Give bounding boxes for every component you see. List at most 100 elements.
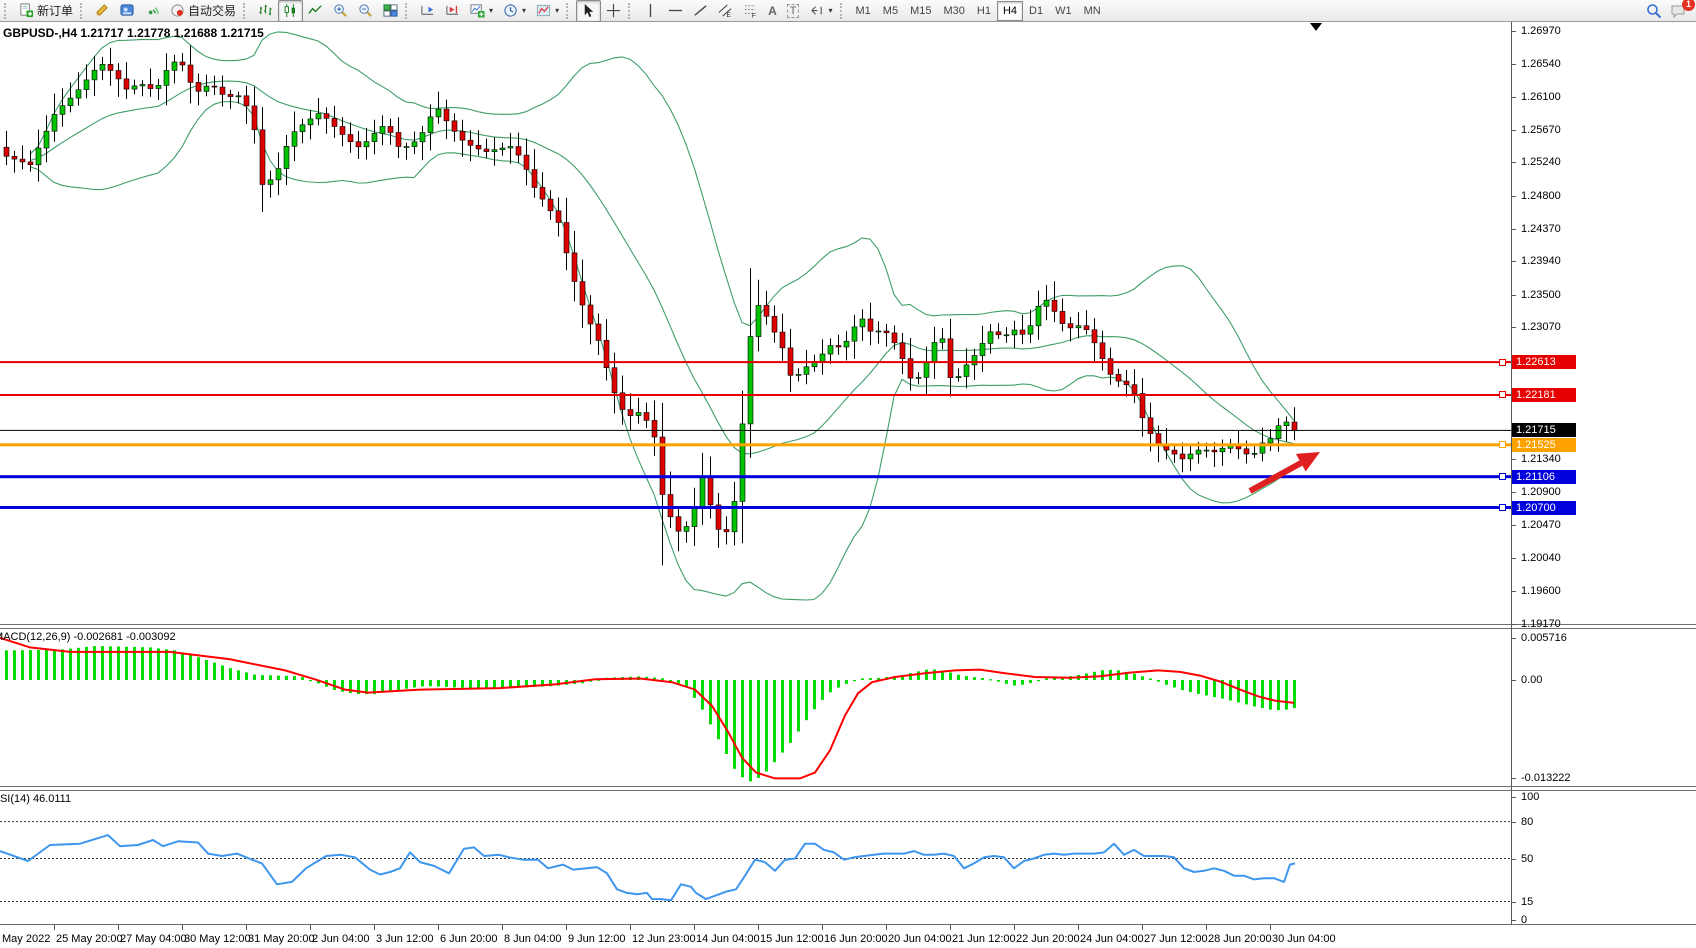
candle-body bbox=[387, 126, 394, 133]
macd-histogram-bar bbox=[365, 680, 368, 695]
quotes-button[interactable] bbox=[90, 0, 115, 22]
period-dropdown-arrow[interactable]: ▾ bbox=[522, 6, 527, 15]
vertical-line-tool-button[interactable] bbox=[638, 0, 663, 22]
search-icon[interactable] bbox=[1646, 3, 1662, 19]
resistance-line-2[interactable] bbox=[0, 394, 1511, 396]
macd-histogram-bar bbox=[213, 662, 216, 680]
label-tool-button[interactable]: T bbox=[782, 0, 805, 22]
market-depth-button[interactable] bbox=[115, 0, 140, 22]
macd-histogram-bar bbox=[93, 646, 96, 680]
chart-window[interactable]: GBPUSD-,H4 1.21717 1.21778 1.21688 1.217… bbox=[0, 22, 1696, 948]
candlestick-chart-icon bbox=[284, 3, 296, 18]
timeframe-button-W1[interactable]: W1 bbox=[1055, 4, 1072, 17]
pane-separator[interactable] bbox=[0, 786, 1696, 791]
macd-histogram-bar bbox=[1141, 676, 1144, 680]
trendline-tool-button[interactable] bbox=[688, 0, 713, 22]
timeframe-button-M1[interactable]: M1 bbox=[855, 4, 871, 17]
bid-price-line[interactable] bbox=[0, 429, 1511, 431]
candle-body bbox=[307, 118, 314, 126]
pivot-line-marker[interactable] bbox=[1499, 441, 1506, 448]
period-button[interactable]: ▾ bbox=[498, 0, 531, 22]
signals-button[interactable] bbox=[140, 0, 165, 22]
macd-histogram-bar bbox=[677, 680, 680, 684]
candle-body bbox=[1059, 311, 1066, 324]
time-tick-mark bbox=[438, 925, 439, 930]
candle-chart-mode-button[interactable] bbox=[278, 0, 304, 22]
zoom-in-button[interactable] bbox=[328, 0, 353, 22]
cursor-tool-button[interactable] bbox=[576, 0, 602, 22]
rsi-pane[interactable] bbox=[0, 789, 1511, 923]
notifications-button[interactable]: 1 bbox=[1670, 0, 1695, 19]
new-order-button[interactable]: 新订单 bbox=[14, 0, 78, 22]
macd-histogram-bar bbox=[1045, 678, 1048, 680]
fibonacci-tool-button[interactable]: F bbox=[738, 0, 763, 22]
chart-step-icon bbox=[421, 5, 434, 15]
arrows-tool-button[interactable]: ▾ bbox=[804, 0, 837, 22]
pivot-line[interactable] bbox=[0, 443, 1511, 447]
macd-histogram-bar bbox=[741, 680, 744, 778]
candle-body bbox=[19, 158, 26, 163]
line-chart-mode-button[interactable] bbox=[303, 0, 328, 22]
chart-shift-marker[interactable] bbox=[1310, 23, 1322, 31]
macd-histogram-bar bbox=[117, 646, 120, 680]
macd-histogram-bar bbox=[389, 680, 392, 692]
resistance-line-2-marker[interactable] bbox=[1499, 391, 1506, 398]
candle-body bbox=[459, 131, 466, 141]
macd-histogram-bar bbox=[21, 650, 24, 680]
price-tick-mark bbox=[1512, 558, 1516, 559]
macd-pane[interactable] bbox=[0, 627, 1511, 785]
macd-histogram-bar bbox=[749, 680, 752, 782]
trend-arrow-head[interactable] bbox=[1295, 452, 1320, 472]
trend-arrow-shaft[interactable] bbox=[1248, 460, 1303, 494]
crosshair-tool-button[interactable] bbox=[601, 0, 626, 22]
time-tick-mark bbox=[1014, 925, 1015, 930]
timeframe-button-M5[interactable]: M5 bbox=[882, 4, 899, 17]
chart-shift-button[interactable] bbox=[440, 0, 465, 22]
new-order-label: 新订单 bbox=[37, 4, 74, 18]
pane-separator[interactable] bbox=[0, 624, 1696, 629]
timeframe-button-MN[interactable]: MN bbox=[1083, 4, 1101, 17]
price-pane[interactable] bbox=[0, 22, 1511, 625]
timeframe-button-D1[interactable]: D1 bbox=[1029, 4, 1044, 17]
price-tick-label: 1.26970 bbox=[1521, 25, 1561, 37]
timeframe-button-H1[interactable]: H1 bbox=[976, 4, 991, 17]
macd-histogram-bar bbox=[309, 680, 312, 682]
macd-histogram-bar bbox=[1125, 671, 1128, 680]
support-line-1[interactable] bbox=[0, 475, 1511, 479]
arrows-dropdown-arrow[interactable]: ▾ bbox=[828, 6, 833, 15]
new-chart-button[interactable]: ▾ bbox=[465, 0, 498, 22]
macd-histogram-bar bbox=[437, 680, 440, 687]
candle-body bbox=[203, 85, 210, 92]
channel-tool-button[interactable]: E bbox=[713, 0, 738, 22]
new-order-icon bbox=[20, 3, 34, 18]
macd-histogram-bar bbox=[253, 674, 256, 680]
candle-body bbox=[291, 131, 298, 147]
candle-body bbox=[587, 304, 594, 325]
bar-chart-mode-button[interactable] bbox=[253, 0, 278, 22]
support-line-1-marker[interactable] bbox=[1499, 473, 1506, 480]
resistance-line-1[interactable] bbox=[0, 361, 1511, 364]
support-line-2[interactable] bbox=[0, 506, 1511, 509]
new-chart-dropdown-arrow[interactable]: ▾ bbox=[489, 6, 494, 15]
tile-windows-button[interactable] bbox=[378, 0, 403, 22]
text-tool-button[interactable]: A bbox=[763, 0, 782, 22]
timeframe-button-H4[interactable]: H4 bbox=[996, 0, 1023, 21]
support-line-2-marker[interactable] bbox=[1499, 504, 1506, 511]
templates-dropdown-arrow[interactable]: ▾ bbox=[555, 6, 560, 15]
auto-trading-button[interactable]: 自动交易 bbox=[165, 0, 241, 22]
macd-histogram-bar bbox=[821, 680, 824, 700]
step-forward-button[interactable] bbox=[415, 0, 440, 22]
candle-body bbox=[595, 323, 602, 341]
resistance-line-1-marker[interactable] bbox=[1499, 359, 1506, 366]
macd-histogram-bar bbox=[485, 680, 488, 689]
macd-histogram-bar bbox=[1205, 680, 1208, 696]
candle-body bbox=[139, 84, 146, 87]
zoom-out-button[interactable] bbox=[353, 0, 378, 22]
horizontal-line-tool-button[interactable] bbox=[663, 0, 688, 22]
timeframe-button-M15[interactable]: M15 bbox=[910, 4, 932, 17]
templates-button[interactable]: ▾ bbox=[531, 0, 564, 22]
macd-histogram-bar bbox=[1269, 680, 1272, 710]
candle-body bbox=[35, 147, 42, 166]
macd-histogram-bar bbox=[901, 675, 904, 680]
timeframe-button-M30[interactable]: M30 bbox=[943, 4, 965, 17]
